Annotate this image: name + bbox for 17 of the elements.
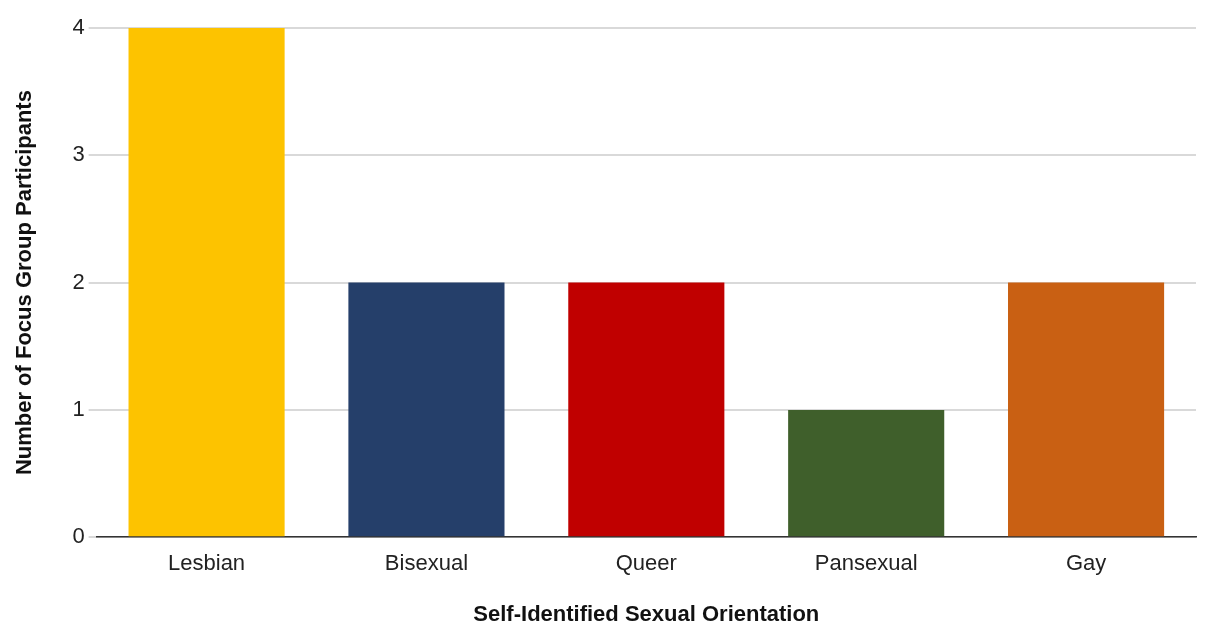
bar: [128, 28, 285, 537]
y-tick-label: 3: [72, 141, 85, 167]
x-tick-label: Gay: [1065, 550, 1107, 576]
bar: [348, 282, 505, 537]
x-tick-label: Lesbian: [168, 550, 246, 576]
bar: [1008, 282, 1165, 537]
y-tick-label: 1: [72, 395, 85, 421]
y-axis-title: Number of Focus Group Participants: [11, 90, 37, 476]
y-tick-label: 2: [72, 268, 85, 294]
y-tick-label: 4: [72, 14, 85, 40]
x-tick-label: Queer: [615, 550, 677, 576]
x-axis-title: Self-Identified Sexual Orientation: [473, 600, 820, 626]
bar: [568, 282, 725, 537]
x-tick-label: Bisexual: [384, 550, 469, 576]
y-tick-label: 0: [72, 523, 85, 549]
bar: [788, 409, 945, 537]
x-tick-label: Pansexual: [814, 550, 918, 576]
